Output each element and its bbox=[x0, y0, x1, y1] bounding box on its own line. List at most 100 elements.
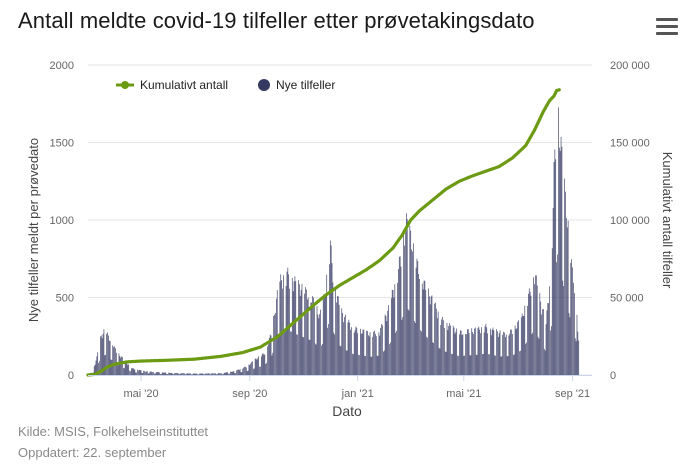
bar bbox=[329, 264, 330, 375]
bar bbox=[493, 330, 495, 375]
bar bbox=[154, 373, 155, 375]
chart-title: Antall meldte covid-19 tilfeller etter p… bbox=[18, 8, 535, 33]
bar bbox=[244, 366, 245, 375]
bar bbox=[299, 295, 301, 375]
legend-item-kumulativt[interactable]: Kumulativt antall bbox=[116, 78, 228, 92]
bar bbox=[574, 293, 575, 375]
bar bbox=[370, 356, 372, 375]
bar bbox=[288, 274, 290, 375]
bar bbox=[325, 294, 327, 375]
bar bbox=[246, 371, 248, 375]
bar bbox=[386, 321, 388, 375]
bar bbox=[119, 356, 121, 375]
y-right-tick-label: 50 000 bbox=[610, 293, 644, 305]
bar bbox=[400, 266, 402, 375]
bar bbox=[120, 357, 122, 375]
bar bbox=[295, 281, 297, 375]
bar bbox=[383, 350, 385, 375]
bar bbox=[272, 352, 274, 375]
bar bbox=[526, 342, 527, 375]
bar bbox=[207, 373, 208, 375]
bar bbox=[237, 369, 238, 375]
bar bbox=[335, 288, 336, 375]
bar bbox=[122, 357, 123, 375]
bar bbox=[175, 372, 176, 375]
bar bbox=[187, 373, 189, 375]
bar bbox=[574, 338, 576, 375]
bar bbox=[540, 301, 542, 375]
bar bbox=[458, 355, 459, 375]
legend-item-nye-tilfeller[interactable]: Nye tilfeller bbox=[258, 78, 335, 92]
bar bbox=[330, 245, 332, 375]
bar bbox=[315, 344, 317, 375]
bar bbox=[100, 335, 102, 375]
bar bbox=[230, 371, 231, 375]
bar bbox=[105, 354, 107, 375]
bar bbox=[166, 374, 168, 375]
bar bbox=[247, 370, 249, 375]
bar bbox=[189, 373, 191, 375]
bar bbox=[94, 364, 96, 375]
bar bbox=[393, 297, 395, 375]
bar bbox=[258, 356, 259, 375]
bar bbox=[97, 352, 99, 375]
bar bbox=[436, 318, 438, 375]
bar bbox=[217, 373, 219, 375]
bar bbox=[521, 313, 523, 375]
bar bbox=[262, 353, 264, 375]
bar bbox=[231, 371, 233, 375]
bar bbox=[171, 372, 173, 375]
bar bbox=[261, 353, 263, 375]
x-tick-label: mai '21 bbox=[446, 388, 481, 400]
bar bbox=[300, 290, 302, 375]
bar bbox=[491, 329, 493, 375]
bar bbox=[225, 372, 227, 375]
bar bbox=[368, 336, 370, 375]
bar bbox=[454, 333, 456, 375]
bar bbox=[567, 220, 569, 375]
bar bbox=[360, 328, 361, 375]
bar bbox=[99, 360, 100, 375]
bar bbox=[144, 371, 145, 375]
bar bbox=[385, 316, 387, 375]
bar bbox=[274, 314, 275, 375]
bar bbox=[138, 369, 140, 375]
bar bbox=[201, 373, 203, 375]
bar bbox=[486, 327, 488, 375]
bar bbox=[497, 336, 499, 375]
bar bbox=[362, 329, 364, 375]
bar bbox=[116, 364, 118, 375]
bar bbox=[376, 355, 378, 375]
bar bbox=[317, 314, 319, 375]
bar bbox=[356, 327, 358, 375]
bar bbox=[289, 288, 290, 375]
bar bbox=[238, 370, 240, 375]
bar bbox=[194, 373, 196, 375]
hamburger-menu-icon[interactable] bbox=[656, 18, 678, 36]
bar bbox=[406, 219, 408, 375]
bar bbox=[485, 323, 487, 375]
bar bbox=[467, 329, 469, 375]
bar bbox=[382, 325, 383, 375]
bar bbox=[344, 316, 345, 375]
bar bbox=[347, 322, 349, 375]
bar bbox=[390, 342, 391, 375]
bar bbox=[489, 354, 490, 375]
bar bbox=[473, 333, 474, 375]
bar bbox=[480, 333, 481, 375]
bar bbox=[298, 280, 299, 375]
bar bbox=[512, 334, 513, 375]
bar bbox=[545, 324, 547, 375]
bar bbox=[264, 354, 266, 375]
bar bbox=[405, 232, 406, 375]
bar bbox=[472, 332, 473, 375]
legend-line-dot bbox=[121, 81, 129, 89]
bar bbox=[481, 327, 482, 375]
bar bbox=[398, 256, 400, 375]
bar bbox=[497, 331, 498, 375]
bar bbox=[551, 248, 553, 375]
bar bbox=[373, 331, 374, 375]
bar bbox=[296, 334, 297, 375]
gridlines bbox=[88, 64, 592, 376]
bar bbox=[348, 319, 350, 375]
